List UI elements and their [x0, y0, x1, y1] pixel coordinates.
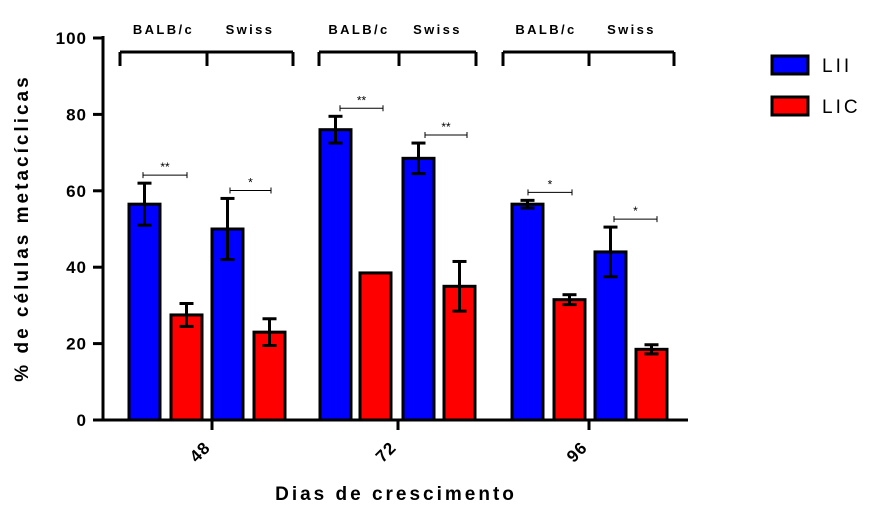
y-axis-ticks: 0 20 40 60 80 100: [56, 29, 103, 430]
bar-lic: [552, 298, 587, 422]
x-tick-label: 96: [563, 438, 591, 466]
bars: [127, 114, 669, 422]
strain-brackets: BALB/c Swiss BALB/c Swiss BALB/c Swiss: [118, 22, 676, 66]
y-tick-label: 0: [77, 411, 87, 430]
significance-label: *: [548, 177, 553, 191]
legend-label: LII: [822, 56, 852, 77]
legend-swatch-lic: [770, 95, 810, 117]
strain-label: BALB/c: [133, 22, 194, 37]
y-tick-label: 40: [66, 258, 87, 277]
bar-lii: [127, 202, 162, 422]
legend: LII LIC: [770, 54, 861, 118]
x-tick-label: 72: [372, 438, 400, 466]
significance-label: **: [357, 93, 367, 107]
significance-label: **: [441, 120, 451, 134]
strain-label: BALB/c: [328, 22, 389, 37]
bar-lii: [401, 156, 436, 422]
bar-lii: [510, 202, 545, 422]
bar-lic: [634, 347, 669, 422]
y-axis-title: % de células metacíclicas: [12, 74, 33, 381]
legend-label: LIC: [822, 97, 861, 118]
bar-lic: [169, 313, 204, 422]
strain-label: Swiss: [413, 22, 462, 37]
y-tick-label: 100: [56, 29, 87, 48]
x-axis-title: Dias de crescimento: [275, 484, 517, 505]
y-tick-label: 80: [66, 105, 87, 124]
significance-label: **: [160, 160, 170, 174]
bar-lic: [358, 271, 393, 422]
significance-label: *: [633, 204, 638, 218]
y-tick-label: 20: [66, 335, 87, 354]
strain-label: Swiss: [607, 22, 656, 37]
significance-markers: *********: [142, 93, 658, 223]
x-tick-label: 48: [186, 438, 214, 466]
legend-swatch-lii: [770, 54, 810, 76]
y-tick-label: 60: [66, 182, 87, 201]
strain-label: Swiss: [226, 22, 275, 37]
significance-label: *: [248, 175, 253, 189]
strain-label: BALB/c: [515, 22, 576, 37]
bar-lii: [318, 128, 353, 422]
